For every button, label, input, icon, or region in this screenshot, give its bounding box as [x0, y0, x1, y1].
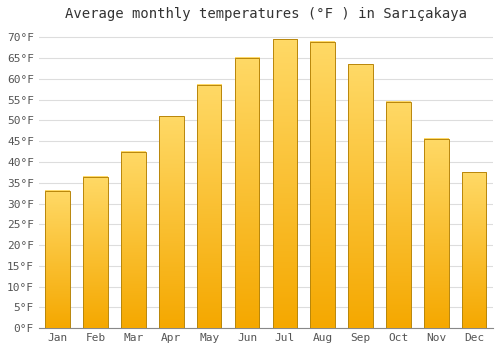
Bar — [121, 152, 146, 328]
Bar — [272, 40, 297, 328]
Bar — [310, 42, 335, 328]
Bar — [424, 139, 448, 328]
Bar — [197, 85, 222, 328]
Title: Average monthly temperatures (°F ) in Sarıçakaya: Average monthly temperatures (°F ) in Sa… — [65, 7, 467, 21]
Bar — [348, 64, 373, 328]
Bar — [462, 173, 486, 328]
Bar — [386, 102, 410, 328]
Bar — [46, 191, 70, 328]
Bar — [84, 176, 108, 328]
Bar — [234, 58, 260, 328]
Bar — [159, 116, 184, 328]
